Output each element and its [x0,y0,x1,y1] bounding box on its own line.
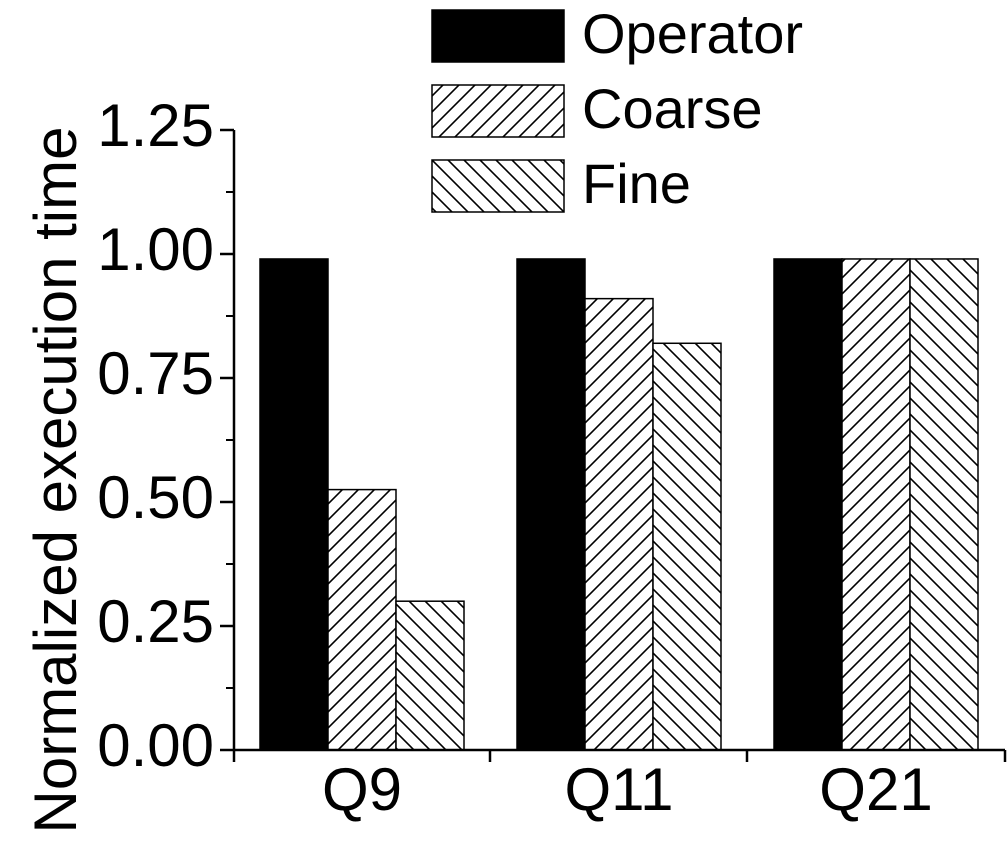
y-ticks-group: 0.00 0.25 0.50 0.75 1.00 1.25 [97,92,234,779]
bar-fine-q21 [909,258,979,751]
legend-swatch-coarse [431,84,565,138]
x-category-label: Q11 [565,756,674,823]
y-tick-label: 0.75 [97,340,214,407]
bar-fine-q9 [395,600,465,751]
bar-operator-q9 [259,258,329,751]
bar-fine-q11 [652,342,722,751]
bar-coarse-q11 [584,297,654,751]
bar-operator-q11 [516,258,586,751]
bar-coarse-q21 [841,258,911,751]
legend-label-operator: Operator [582,2,803,65]
legend-swatch-operator [431,9,565,63]
y-tick-label: 0.00 [97,712,214,779]
y-tick-label: 1.25 [97,92,214,159]
legend: Operator Coarse Fine [431,2,803,215]
bars-group [259,258,979,751]
legend-swatch-fine [431,159,565,213]
bar-operator-q21 [773,258,843,751]
y-tick-label: 0.25 [97,588,214,655]
y-tick-label: 1.00 [97,216,214,283]
x-category-label: Q21 [819,756,932,823]
y-tick-label: 0.50 [97,464,214,531]
legend-label-fine: Fine [582,152,691,215]
bar-coarse-q9 [327,488,397,751]
y-axis-label: Normalized execution time [22,127,89,834]
legend-label-coarse: Coarse [582,77,763,140]
x-labels-group: Q9 Q11 Q21 [232,750,1007,823]
x-category-label: Q9 [322,756,402,823]
